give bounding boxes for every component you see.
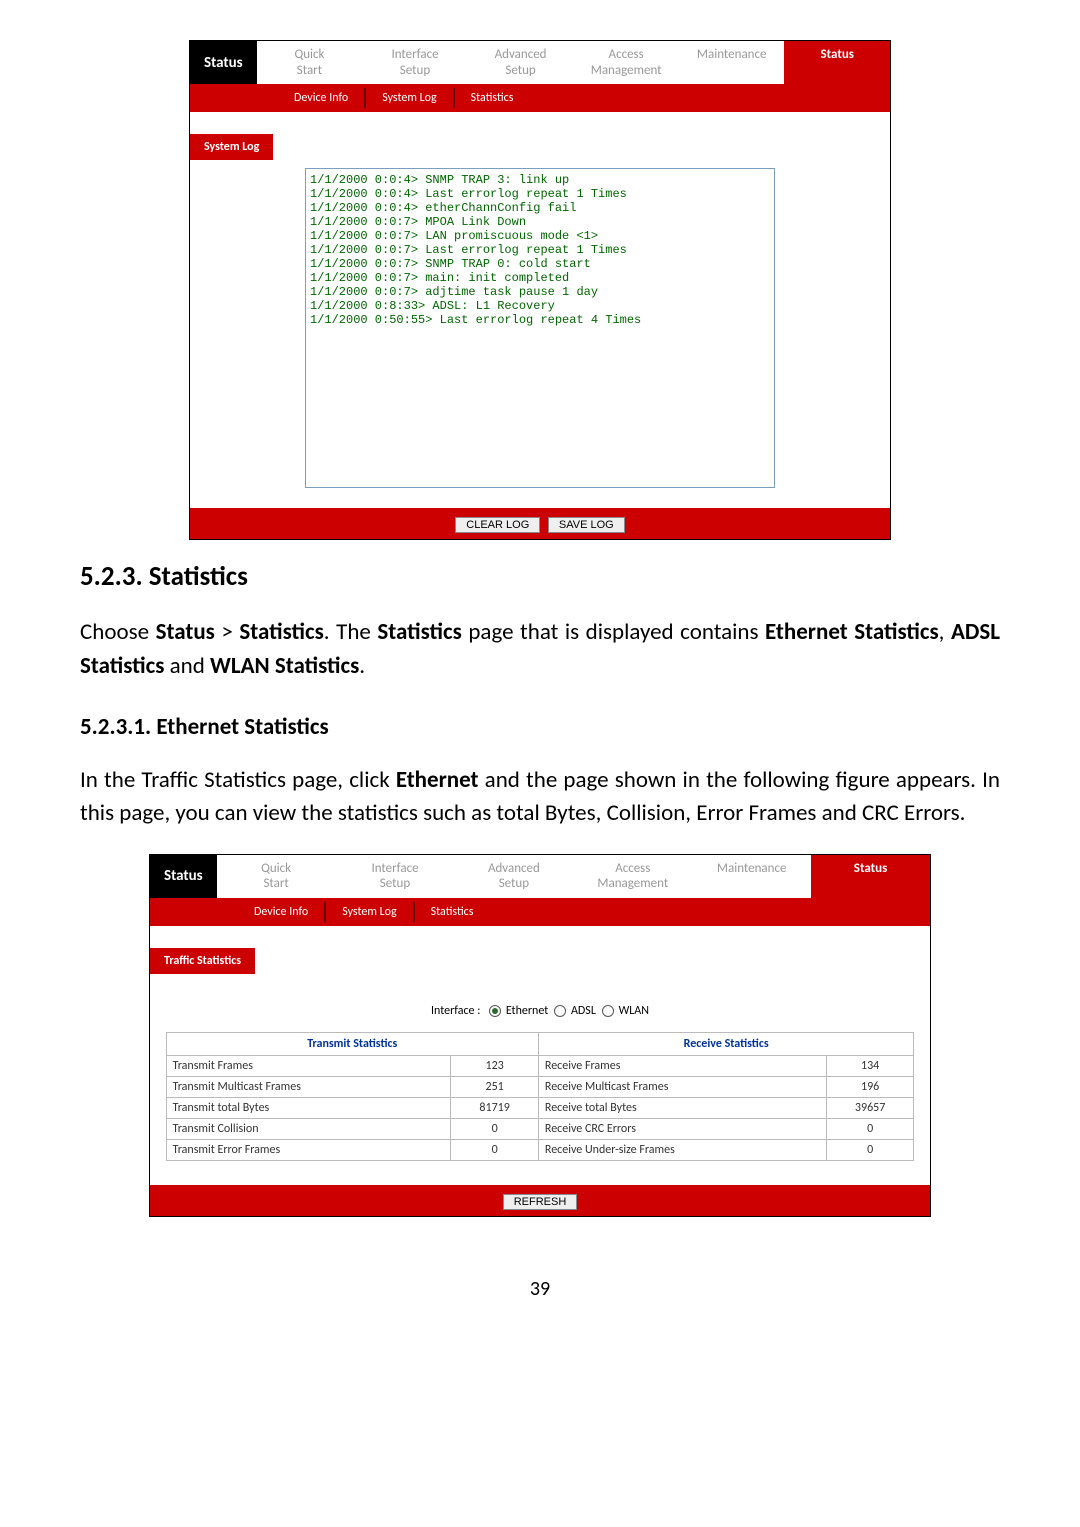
tx-label: Transmit Collision	[166, 1118, 451, 1139]
paragraph-ethernet-intro: In the Traffic Statistics page, click Et…	[80, 764, 1000, 831]
save-log-button[interactable]: SAVE LOG	[548, 517, 625, 533]
nav-tab-advanced[interactable]: AdvancedSetup	[468, 41, 574, 84]
system-log-screenshot: Status QuickStartInterfaceSetupAdvancedS…	[189, 40, 891, 540]
page-number: 39	[80, 1277, 1000, 1301]
tx-label: Transmit Multicast Frames	[166, 1076, 451, 1097]
heading-statistics: 5.2.3. Statistics	[80, 560, 1000, 593]
traffic-statistics-table: Transmit Statistics Receive Statistics T…	[166, 1032, 915, 1161]
subnav-device-info[interactable]: Device Info	[278, 88, 364, 108]
rx-label: Receive Frames	[538, 1055, 826, 1076]
nav-tab-status[interactable]: Status	[784, 41, 890, 84]
radio-adsl[interactable]	[554, 1005, 566, 1017]
radio-label-ethernet: Ethernet	[503, 1004, 548, 1018]
rx-label: Receive total Bytes	[538, 1097, 826, 1118]
tx-value: 0	[451, 1118, 539, 1139]
rx-value: 196	[826, 1076, 914, 1097]
table-row: Transmit Frames123Receive Frames134	[166, 1055, 914, 1076]
interface-label: Interface :	[431, 1004, 480, 1018]
table-row: Transmit Error Frames0Receive Under-size…	[166, 1139, 914, 1160]
text: . The	[324, 618, 378, 646]
bold-statistics-page: Statistics	[377, 618, 461, 646]
tx-label: Transmit Error Frames	[166, 1139, 451, 1160]
tx-label: Transmit total Bytes	[166, 1097, 451, 1118]
nav-tab-advanced[interactable]: AdvancedSetup	[454, 855, 573, 898]
nav-tab-quick[interactable]: QuickStart	[257, 41, 363, 84]
text: .	[359, 652, 365, 680]
rx-value: 0	[826, 1139, 914, 1160]
status-label: Status	[190, 41, 257, 84]
bold-status: Status	[156, 618, 215, 646]
table-row: Transmit total Bytes81719Receive total B…	[166, 1097, 914, 1118]
rx-value: 134	[826, 1055, 914, 1076]
rx-label: Receive CRC Errors	[538, 1118, 826, 1139]
nav-tab-maintenance[interactable]: Maintenance	[679, 41, 785, 84]
tx-value: 251	[451, 1076, 539, 1097]
nav-tab-interface[interactable]: InterfaceSetup	[362, 41, 468, 84]
rx-value: 0	[826, 1118, 914, 1139]
text: >	[215, 618, 240, 646]
bold-wlan-stats: WLAN Statistics	[210, 652, 359, 680]
system-log-textarea[interactable]	[305, 168, 775, 488]
heading-ethernet-statistics: 5.2.3.1. Ethernet Statistics	[80, 713, 1000, 741]
table-row: Transmit Multicast Frames251Receive Mult…	[166, 1076, 914, 1097]
tx-value: 81719	[451, 1097, 539, 1118]
clear-log-button[interactable]: CLEAR LOG	[455, 517, 540, 533]
traffic-statistics-section-label: Traffic Statistics	[150, 948, 255, 974]
radio-wlan[interactable]	[602, 1005, 614, 1017]
rx-header: Receive Statistics	[538, 1032, 914, 1055]
system-log-section-label: System Log	[190, 134, 273, 160]
tx-header: Transmit Statistics	[166, 1032, 538, 1055]
rx-label: Receive Under-size Frames	[538, 1139, 826, 1160]
paragraph-statistics-intro: Choose Status > Statistics. The Statisti…	[80, 616, 1000, 683]
text: Choose	[80, 618, 156, 646]
tx-value: 0	[451, 1139, 539, 1160]
text: ,	[939, 618, 951, 646]
refresh-button[interactable]: REFRESH	[503, 1194, 578, 1210]
interface-selector-row: Interface : Ethernet ADSL WLAN	[150, 1004, 930, 1018]
table-row: Transmit Collision0Receive CRC Errors0	[166, 1118, 914, 1139]
subnav-system-log[interactable]: System Log	[324, 902, 412, 922]
rx-label: Receive Multicast Frames	[538, 1076, 826, 1097]
tx-value: 123	[451, 1055, 539, 1076]
subnav-device-info[interactable]: Device Info	[238, 902, 324, 922]
bold-ethernet-stats: Ethernet Statistics	[765, 618, 939, 646]
nav-tab-maintenance[interactable]: Maintenance	[692, 855, 811, 898]
nav-tab-access[interactable]: AccessManagement	[573, 41, 679, 84]
radio-label-wlan: WLAN	[616, 1004, 649, 1018]
bold-statistics: Statistics	[239, 618, 323, 646]
nav-tab-status[interactable]: Status	[811, 855, 930, 898]
subnav-system-log[interactable]: System Log	[364, 88, 452, 108]
nav-tab-interface[interactable]: InterfaceSetup	[336, 855, 455, 898]
tx-label: Transmit Frames	[166, 1055, 451, 1076]
text: In the Traffic Statistics page, click	[80, 766, 396, 794]
nav-tab-quick[interactable]: QuickStart	[217, 855, 336, 898]
nav-tab-access[interactable]: AccessManagement	[573, 855, 692, 898]
text: page that is displayed contains	[462, 618, 765, 646]
radio-ethernet[interactable]	[489, 1005, 501, 1017]
subnav-statistics[interactable]: Statistics	[413, 902, 490, 922]
status-label: Status	[150, 855, 217, 898]
subnav-statistics[interactable]: Statistics	[453, 88, 530, 108]
bold-ethernet: Ethernet	[396, 766, 479, 794]
radio-label-adsl: ADSL	[568, 1004, 596, 1018]
text: and	[164, 652, 210, 680]
rx-value: 39657	[826, 1097, 914, 1118]
traffic-statistics-screenshot: Status QuickStartInterfaceSetupAdvancedS…	[149, 854, 931, 1217]
